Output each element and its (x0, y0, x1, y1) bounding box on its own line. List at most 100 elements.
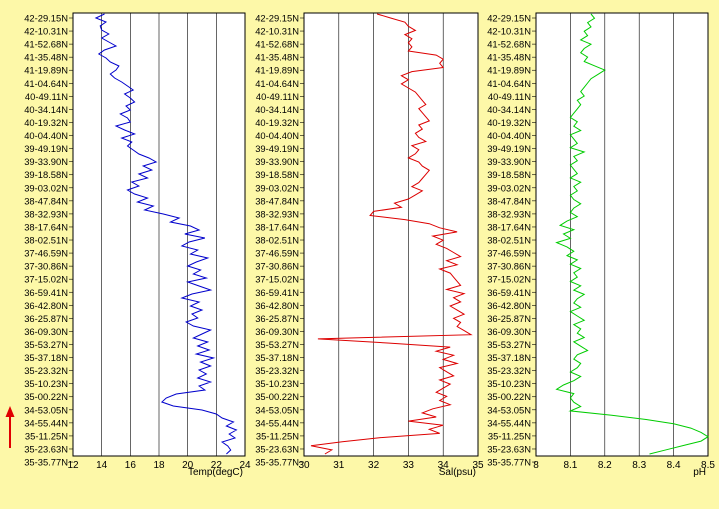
x-tick-label: 8.5 (701, 460, 715, 471)
lat-label: 35-37.18N (255, 352, 299, 363)
lat-label: 38-47.84N (487, 195, 531, 206)
lat-label: 39-33.90N (487, 156, 531, 167)
x-axis-label: Sal(psu) (439, 467, 476, 478)
lat-label: 34-53.05N (24, 404, 68, 415)
lat-label: 37-15.02N (255, 274, 299, 285)
lat-label: 39-33.90N (24, 156, 68, 167)
lat-label: 38-17.64N (24, 221, 68, 232)
x-tick-label: 33 (403, 460, 415, 471)
lat-label: 40-04.40N (255, 130, 299, 141)
lat-label: 42-10.31N (487, 26, 531, 37)
x-tick-label: 34 (438, 460, 450, 471)
lat-label: 41-04.64N (255, 78, 299, 89)
lat-label: 35-53.27N (255, 339, 299, 350)
lat-label: 40-49.11N (25, 91, 68, 102)
lat-label: 41-04.64N (487, 78, 531, 89)
lat-label: 35-10.23N (255, 378, 299, 389)
lat-label: 40-49.11N (256, 91, 299, 102)
lat-label: 42-29.15N (255, 13, 299, 24)
x-tick-label: 32 (368, 460, 380, 471)
lat-label: 36-59.41N (255, 287, 299, 298)
lat-label: 36-09.30N (487, 326, 531, 337)
lat-label: 35-35.77N (255, 457, 299, 468)
lat-label: 41-52.68N (255, 39, 299, 50)
lat-label: 40-34.14N (487, 104, 531, 115)
lat-label: 41-52.68N (487, 39, 531, 50)
x-tick-label: 20 (182, 460, 194, 471)
lat-label: 35-00.22N (487, 391, 531, 402)
lat-label: 41-35.48N (255, 52, 299, 63)
lat-label: 37-30.86N (24, 261, 68, 272)
lat-label: 39-33.90N (255, 156, 299, 167)
direction-arrow-head (5, 406, 15, 417)
lat-label: 37-15.02N (24, 274, 68, 285)
lat-label: 34-55.44N (255, 417, 299, 428)
lat-label: 39-03.02N (487, 182, 531, 193)
lat-label: 35-53.27N (24, 339, 68, 350)
lat-label: 42-29.15N (24, 13, 68, 24)
lat-label: 39-49.19N (255, 143, 299, 154)
lat-label: 38-17.64N (255, 221, 299, 232)
lat-label: 38-47.84N (255, 195, 299, 206)
x-tick-label: 12 (67, 460, 79, 471)
lat-label: 40-49.11N (488, 91, 531, 102)
lat-label: 35-10.23N (24, 378, 68, 389)
lat-label: 35-35.77N (487, 457, 531, 468)
lat-label: 35-00.22N (24, 391, 68, 402)
lat-label: 38-02.51N (255, 235, 299, 246)
lat-label: 39-18.58N (255, 169, 299, 180)
lat-label: 37-30.86N (255, 261, 299, 272)
lat-label: 36-25.87N (487, 313, 531, 324)
x-tick-label: 8.4 (667, 460, 681, 471)
x-tick-label: 31 (333, 460, 345, 471)
lat-label: 42-29.15N (487, 13, 531, 24)
lat-label: 40-34.14N (24, 104, 68, 115)
lat-label: 42-10.31N (255, 26, 299, 37)
lat-label: 39-03.02N (24, 182, 68, 193)
lat-label: 37-46.59N (255, 248, 299, 259)
lat-label: 42-10.31N (24, 26, 68, 37)
lat-label: 34-53.05N (255, 404, 299, 415)
lat-label: 35-23.63N (487, 443, 531, 454)
lat-label: 35-23.63N (24, 443, 68, 454)
lat-label: 40-19.32N (487, 117, 531, 128)
lat-label: 38-32.93N (255, 208, 299, 219)
lat-label: 38-02.51N (24, 235, 68, 246)
lat-label: 39-18.58N (487, 169, 531, 180)
lat-label: 36-09.30N (255, 326, 299, 337)
lat-label: 36-42.80N (487, 300, 531, 311)
lat-label: 38-32.93N (487, 208, 531, 219)
x-tick-label: 22 (211, 460, 223, 471)
x-tick-label: 14 (96, 460, 108, 471)
lat-label: 36-59.41N (24, 287, 68, 298)
lat-label: 36-42.80N (24, 300, 68, 311)
x-tick-label: 35 (472, 460, 484, 471)
lat-label: 35-23.32N (255, 365, 299, 376)
lat-label: 36-25.87N (24, 313, 68, 324)
lat-label: 39-03.02N (255, 182, 299, 193)
x-tick-label: 8 (533, 460, 539, 471)
lat-label: 37-46.59N (24, 248, 68, 259)
series-line (310, 13, 473, 455)
lat-label: 41-04.64N (24, 78, 68, 89)
lat-label: 35-37.18N (24, 352, 68, 363)
lat-label: 39-49.19N (487, 143, 531, 154)
lat-label: 38-47.84N (24, 195, 68, 206)
lat-label: 40-19.32N (255, 117, 299, 128)
lat-label: 35-53.27N (487, 339, 531, 350)
lat-label: 40-19.32N (24, 117, 68, 128)
x-tick-label: 8.1 (563, 460, 577, 471)
lat-label: 35-11.25N (256, 430, 299, 441)
lat-label: 36-59.41N (487, 287, 531, 298)
lat-label: 34-53.05N (487, 404, 531, 415)
lat-label: 37-30.86N (487, 261, 531, 272)
lat-label: 40-04.40N (487, 130, 531, 141)
x-tick-label: 16 (125, 460, 137, 471)
lat-label: 37-46.59N (487, 248, 531, 259)
lat-label: 38-32.93N (24, 208, 68, 219)
lat-label: 35-23.32N (24, 365, 68, 376)
x-tick-label: 18 (153, 460, 165, 471)
